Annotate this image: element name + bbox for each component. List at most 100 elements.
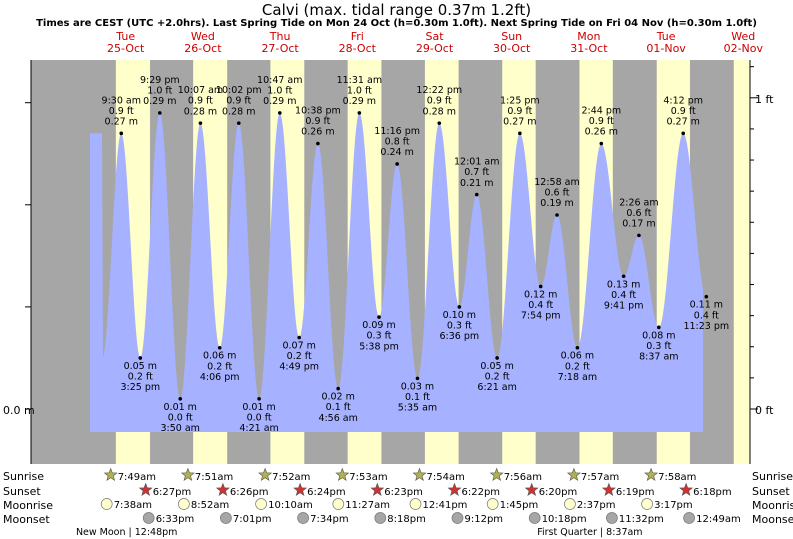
extreme-label: 0.9 ft	[188, 96, 213, 107]
daylight-band	[733, 60, 750, 464]
extreme-label: 0.6 ft	[626, 208, 651, 219]
extreme-label: 10:38 pm	[295, 106, 341, 117]
row-label-sunrise: Sunrise	[3, 470, 44, 483]
axes: 0.0 m 1 ft 0 ft	[3, 60, 774, 464]
extreme-label: 0.26 m	[585, 127, 618, 138]
extreme-label: 11:16 pm	[374, 126, 420, 137]
extreme-label: 0.29 m	[263, 96, 296, 107]
extreme-label: 0.02 m	[321, 392, 354, 403]
extreme-label: 0.07 m	[282, 341, 315, 352]
sunrise-time: 7:58am	[658, 472, 696, 483]
sunset-icon	[215, 482, 230, 496]
extreme-label: 0.0 ft	[247, 412, 272, 423]
extreme-point	[495, 356, 499, 360]
extreme-point	[518, 131, 522, 136]
sunset-icon	[679, 482, 694, 496]
extreme-label: 0.1 ft	[405, 392, 430, 403]
extreme-label: 0.03 m	[401, 381, 434, 392]
extreme-label: 0.9 ft	[305, 116, 330, 127]
extreme-label: 3:25 pm	[120, 382, 160, 393]
extreme-label: 10:02 pm	[216, 85, 262, 96]
right-tick-label: 0 ft	[755, 404, 774, 417]
extreme-point	[415, 376, 420, 381]
moonrise-time: 7:38am	[114, 500, 152, 511]
row-label-sunset: Sunset	[3, 485, 41, 498]
moonset-icon	[683, 512, 695, 524]
moonrise-time: 1:45pm	[500, 500, 539, 511]
extreme-point	[704, 294, 709, 299]
extreme-label: 0.9 ft	[671, 106, 696, 117]
extreme-label: 0.11 m	[690, 300, 723, 311]
sunrise-icon	[335, 467, 350, 481]
moon-phase: First Quarter | 8:37am	[537, 527, 642, 538]
extreme-point	[395, 162, 399, 166]
extreme-label: 0.9 ft	[109, 106, 134, 117]
extreme-label: 0.3 ft	[646, 341, 671, 352]
day-name: Wed	[191, 30, 215, 43]
extreme-label: 11:31 am	[337, 75, 382, 86]
moonset-icon	[374, 512, 387, 524]
moonrise-time: 11:27am	[345, 500, 390, 511]
tide-extremes: 9:30 am0.9 ft0.27 m0.05 m0.2 ft3:25 pm9:…	[102, 75, 730, 434]
extreme-point	[575, 345, 580, 350]
day-name: Sat	[425, 30, 444, 43]
day-date: 29-Oct	[416, 42, 454, 55]
extreme-label: 6:36 pm	[440, 331, 480, 342]
page-title: Calvi (max. tidal range 0.37m 1.2ft)	[261, 1, 532, 19]
extreme-point	[474, 192, 479, 197]
extreme-point	[599, 141, 604, 146]
extreme-point	[657, 325, 661, 330]
moonrise-icon	[564, 498, 576, 510]
extreme-label: 7:54 pm	[521, 311, 561, 322]
extreme-point	[138, 356, 143, 360]
extreme-label: 10:07 am	[178, 85, 223, 96]
extreme-label: 0.9 ft	[589, 116, 614, 127]
moonrise-time: 12:41pm	[423, 500, 468, 511]
extreme-point	[297, 335, 301, 340]
extreme-label: 9:41 pm	[604, 300, 644, 311]
extreme-label: 1:25 pm	[500, 95, 540, 106]
moonset-time: 9:12pm	[465, 514, 504, 525]
row-label-sunrise: Sunrise	[752, 470, 793, 483]
extreme-label: 0.2 ft	[287, 351, 312, 362]
extreme-label: 0.05 m	[124, 361, 157, 372]
sunset-icon	[601, 482, 616, 496]
extreme-point	[637, 233, 641, 238]
extreme-label: 1.0 ft	[147, 86, 172, 97]
moonset-icon	[220, 512, 232, 524]
right-tick-label: 1 ft	[755, 93, 774, 106]
moonset-icon	[528, 512, 541, 524]
moonrise-icon	[641, 498, 653, 510]
moonrise-icon	[409, 498, 422, 510]
sunrise-icon	[103, 467, 118, 481]
moon-phase: New Moon | 12:48pm	[76, 527, 178, 538]
extreme-label: 0.17 m	[622, 219, 655, 230]
day-name: Wed	[731, 30, 755, 43]
extreme-label: 0.29 m	[143, 96, 176, 107]
extreme-point	[217, 345, 222, 350]
extreme-label: 0.2 ft	[485, 372, 510, 383]
sunrise-time: 7:51am	[195, 472, 233, 483]
extreme-label: 4:06 pm	[200, 372, 240, 383]
extreme-label: 1.0 ft	[347, 86, 372, 97]
extreme-point	[555, 213, 559, 217]
sunrise-time: 7:56am	[504, 472, 542, 483]
extreme-label: 0.6 ft	[544, 188, 569, 199]
moonset-time: 8:18pm	[387, 514, 426, 525]
moonrise-icon	[486, 498, 499, 510]
extreme-point	[681, 131, 686, 136]
extreme-point	[236, 121, 241, 125]
extreme-label: 5:35 am	[398, 403, 437, 414]
day-name: Sun	[501, 30, 522, 43]
extreme-point	[158, 111, 162, 115]
extreme-label: 0.19 m	[540, 198, 573, 209]
extreme-label: 0.21 m	[460, 178, 493, 189]
extreme-point	[377, 315, 381, 319]
moonset-time: 7:34pm	[310, 514, 349, 525]
extreme-label: 0.4 ft	[611, 290, 636, 301]
sunset-time: 6:24pm	[307, 487, 346, 498]
extreme-label: 10:47 am	[257, 75, 302, 86]
left-axis-label: 0.0 m	[3, 404, 35, 417]
extreme-label: 8:37 am	[639, 352, 678, 363]
